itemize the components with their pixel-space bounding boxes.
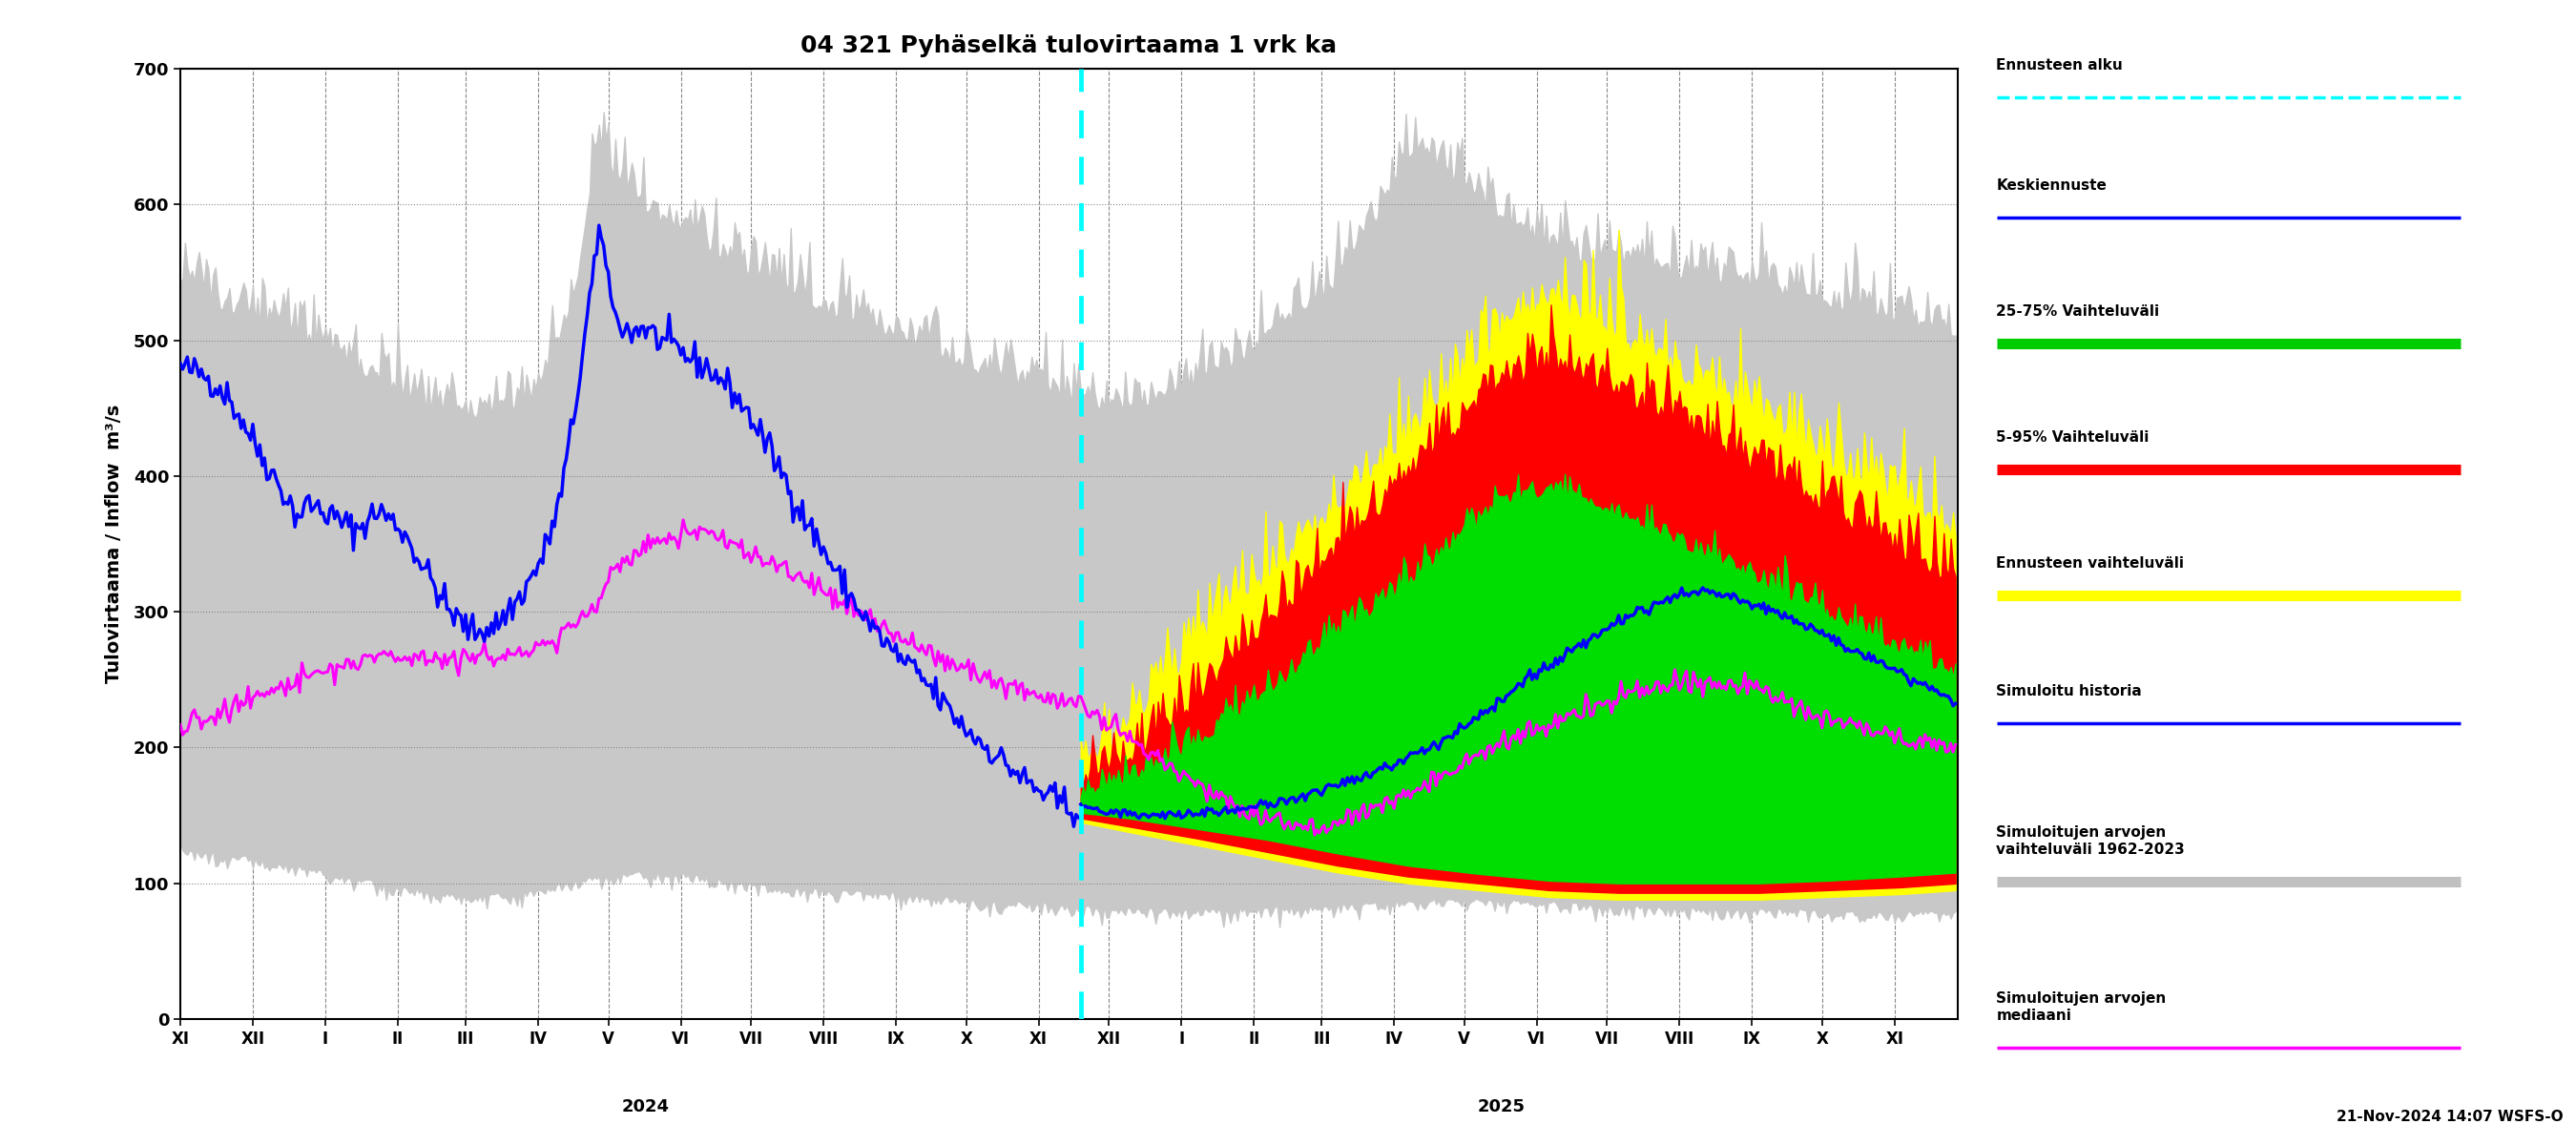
- Text: 5-95% Vaihteluväli: 5-95% Vaihteluväli: [1996, 429, 2148, 444]
- Text: Ennusteen vaihteluväli: Ennusteen vaihteluväli: [1996, 555, 2184, 570]
- Title: 04 321 Pyhäselkä tulovirtaama 1 vrk ka: 04 321 Pyhäselkä tulovirtaama 1 vrk ka: [801, 34, 1337, 57]
- Text: Keskiennuste: Keskiennuste: [1996, 177, 2107, 192]
- Text: 2025: 2025: [1479, 1098, 1525, 1115]
- Text: 2024: 2024: [621, 1098, 670, 1115]
- Text: Simuloitujen arvojen
vaihteluväli 1962-2023: Simuloitujen arvojen vaihteluväli 1962-2…: [1996, 826, 2184, 856]
- Text: 21-Nov-2024 14:07 WSFS-O: 21-Nov-2024 14:07 WSFS-O: [2336, 1111, 2563, 1124]
- Y-axis label: Tulovirtaama / Inflow  m³/s: Tulovirtaama / Inflow m³/s: [106, 404, 124, 684]
- Text: Simuloitu historia: Simuloitu historia: [1996, 684, 2143, 698]
- Text: Ennusteen alku: Ennusteen alku: [1996, 57, 2123, 72]
- Text: 25-75% Vaihteluväli: 25-75% Vaihteluväli: [1996, 303, 2159, 318]
- Text: Simuloitujen arvojen
mediaani: Simuloitujen arvojen mediaani: [1996, 992, 2166, 1022]
